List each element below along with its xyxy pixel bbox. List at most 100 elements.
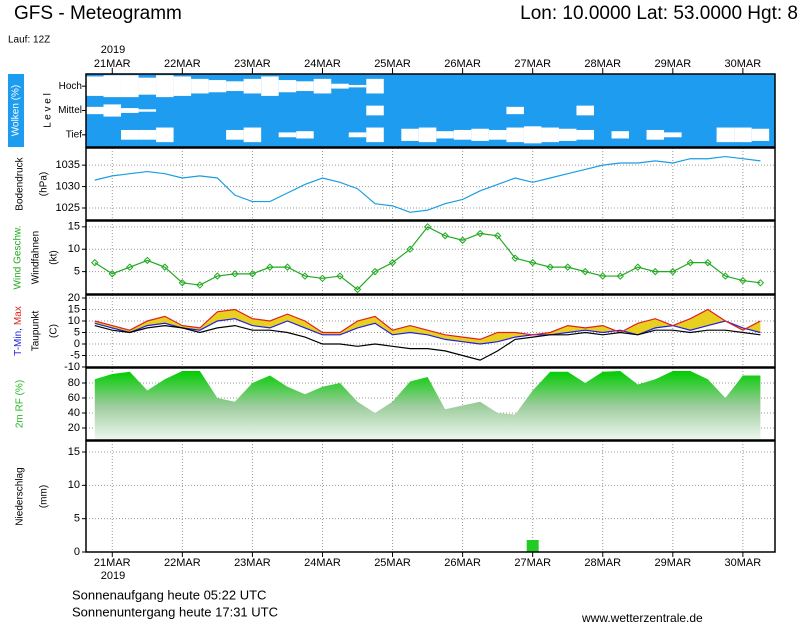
axis-label: Windfahnen (31, 231, 42, 284)
x-tick-label: 30MAR (725, 58, 762, 70)
cloud-cover (558, 128, 577, 141)
marker (739, 276, 747, 285)
marker (599, 272, 607, 280)
cloud-cover (121, 108, 139, 113)
run: Lauf: 12Z (8, 35, 50, 46)
line (94, 155, 761, 213)
cloud-cover (734, 127, 752, 143)
x-tick-label: 22MAR (164, 58, 201, 70)
cloud-cover (506, 106, 524, 115)
y-tick-label: 0 (74, 546, 80, 558)
cloud-cover (243, 78, 262, 94)
marker (353, 285, 362, 294)
marker (704, 258, 712, 267)
marker (721, 272, 730, 280)
y-tick-label: 20 (68, 422, 80, 434)
cloud-cover (576, 105, 594, 116)
series-label: T-Min, (13, 328, 24, 356)
cloud-cover (348, 132, 367, 138)
marker (564, 263, 572, 271)
marker (108, 270, 116, 278)
cloud-cover (156, 75, 174, 98)
axis-label: Bodendruck (15, 156, 26, 210)
cloud-cover (278, 80, 297, 93)
year: 2019 (101, 570, 125, 582)
cloud-cover (523, 126, 542, 144)
cloud-cover (716, 127, 735, 143)
marker (686, 258, 695, 267)
y-tick-label: 15 (68, 446, 80, 458)
x-tick-label: 28MAR (584, 58, 621, 70)
y-tick-label: 10 (68, 315, 80, 327)
marker (511, 254, 519, 262)
marker (458, 236, 467, 244)
cloud-cover (541, 127, 559, 143)
marker (756, 279, 765, 287)
cloud-cover (366, 105, 384, 116)
y-tick-label: 10 (68, 479, 80, 491)
marker (388, 258, 397, 267)
cloud-cover (156, 127, 174, 143)
x-tick-label: 29MAR (654, 58, 691, 70)
marker (371, 267, 379, 276)
cloud-cover (646, 129, 665, 140)
y-tick-label: 1025 (56, 202, 80, 214)
bar (526, 540, 539, 552)
cloud-cover (296, 81, 314, 92)
cloud-cover (138, 129, 157, 140)
cloud-cover (313, 78, 332, 94)
x-tick-label: 21MAR (94, 58, 131, 70)
marker (196, 281, 204, 289)
marker (546, 263, 554, 271)
cloud-cover (261, 76, 279, 96)
marker (143, 256, 152, 265)
area (94, 371, 761, 440)
line (94, 226, 761, 291)
cloud-cover (121, 75, 139, 98)
website: www.wetterzentrale.de (581, 611, 703, 625)
panel-frame (85, 440, 776, 553)
axis-label: Wolken (%) (11, 85, 22, 137)
cloud-cover (436, 131, 454, 139)
y-tick-label: 20 (68, 292, 80, 304)
axis-label: (mm) (39, 485, 50, 508)
marker (336, 272, 344, 280)
x-tick-label: 29MAR (654, 557, 691, 569)
cloud-cover (664, 132, 682, 138)
marker (651, 267, 660, 276)
x-tick-label: 27MAR (514, 557, 551, 569)
x-tick-label: 24MAR (304, 58, 341, 70)
x-tick-label: 26MAR (444, 557, 481, 569)
cloud-cover (296, 131, 314, 139)
cloud-cover (86, 76, 104, 96)
x-tick-label: 25MAR (374, 557, 411, 569)
marker (213, 272, 222, 280)
cloud-cover (506, 127, 524, 143)
y-tick-label: 15 (68, 303, 80, 315)
cloud-cover (103, 104, 122, 117)
axis-label: L e v e l (43, 93, 54, 128)
marker (161, 263, 169, 271)
x-tick-label: 26MAR (444, 58, 481, 70)
cloud-cover (348, 84, 367, 88)
level-label: Mittel (58, 105, 82, 116)
line (94, 324, 761, 361)
cloud-cover (226, 129, 244, 140)
y-tick-label: 1035 (56, 159, 80, 171)
series-label: Max (13, 306, 24, 325)
marker (441, 232, 449, 240)
marker (91, 258, 99, 267)
cloud-cover (173, 76, 192, 96)
cloud-cover (121, 129, 139, 140)
cloud-cover (418, 127, 437, 143)
cloud-cover (243, 127, 262, 143)
y-tick-label: 15 (68, 221, 80, 233)
marker (493, 232, 502, 240)
marker (266, 263, 274, 271)
x-tick-label: 28MAR (584, 557, 621, 569)
x-tick-label: 25MAR (374, 58, 411, 70)
axis-label: Taupunkt (31, 310, 42, 351)
x-tick-label: 24MAR (304, 557, 341, 569)
cloud-cover (138, 109, 157, 112)
